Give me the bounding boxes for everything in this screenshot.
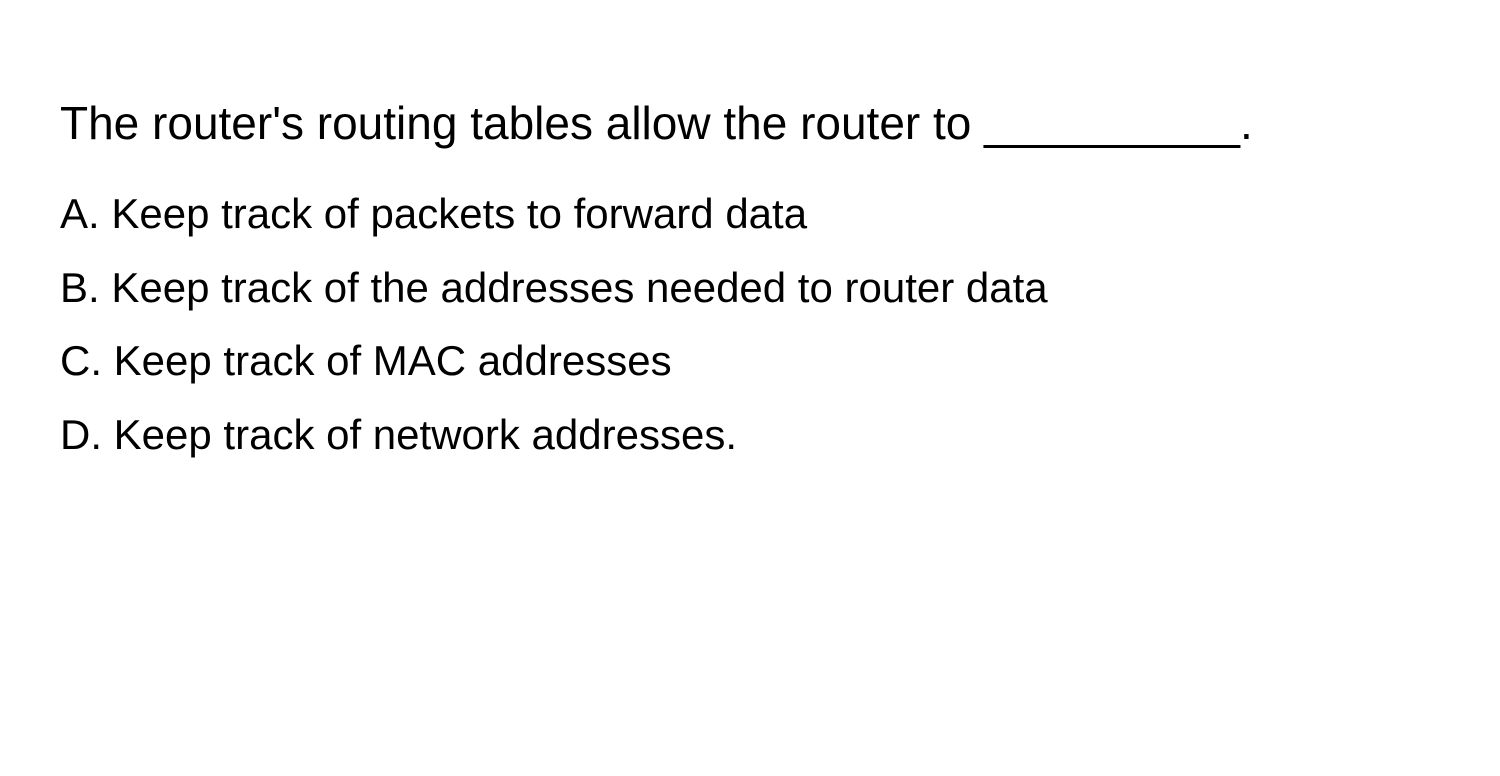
option-b: B. Keep track of the addresses needed to…	[60, 251, 1440, 325]
question-text: The router's routing tables allow the ro…	[60, 80, 1440, 167]
option-c: C. Keep track of MAC addresses	[60, 324, 1440, 398]
option-a: A. Keep track of packets to forward data	[60, 177, 1440, 251]
option-d: D. Keep track of network addresses.	[60, 398, 1440, 472]
